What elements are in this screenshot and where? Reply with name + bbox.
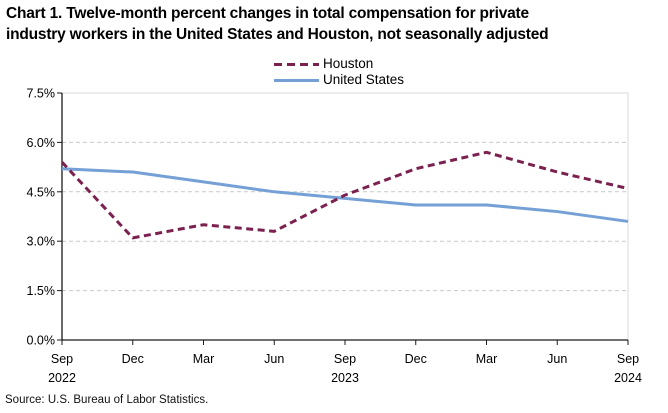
legend-item-houston: Houston	[274, 56, 404, 72]
source-note: Source: U.S. Bureau of Labor Statistics.	[5, 394, 209, 406]
y-axis-tick-label: 7.5%	[27, 87, 56, 101]
x-month-label: Jun	[264, 352, 284, 366]
houston-line-swatch	[274, 62, 319, 66]
legend: Houston United States	[274, 56, 404, 88]
x-month-label: Sep	[334, 352, 356, 366]
y-axis-tick-label: 6.0%	[27, 136, 56, 150]
legend-item-united-states: United States	[274, 72, 404, 88]
chart-title-line2: industry workers in the United States an…	[6, 26, 549, 43]
y-axis-tick-label: 4.5%	[27, 185, 56, 199]
x-month-label: Mar	[193, 352, 215, 366]
x-year-label: 2022	[48, 371, 76, 385]
houston-series-line	[60, 150, 629, 240]
y-axis-tick-label: 3.0%	[27, 235, 56, 249]
x-year-label: 2023	[331, 371, 359, 385]
x-month-label: Dec	[122, 352, 144, 366]
x-month-label: Sep	[617, 352, 639, 366]
x-month-label: Dec	[405, 352, 427, 366]
x-month-label: Sep	[51, 352, 73, 366]
united-states-line-swatch	[274, 78, 319, 82]
legend-label-united-states: United States	[323, 72, 405, 87]
x-month-label: Mar	[476, 352, 498, 366]
legend-label-houston: Houston	[323, 56, 374, 71]
chart-title-line1: Chart 1. Twelve-month percent changes in…	[6, 5, 529, 22]
united-states-series-line	[61, 167, 629, 223]
y-axis-tick-label: 1.5%	[27, 284, 56, 298]
x-month-label: Jun	[547, 352, 567, 366]
x-year-label: 2024	[614, 371, 642, 385]
chart-title: Chart 1. Twelve-month percent changes in…	[6, 3, 666, 45]
y-axis-tick-label: 0.0%	[27, 334, 56, 348]
